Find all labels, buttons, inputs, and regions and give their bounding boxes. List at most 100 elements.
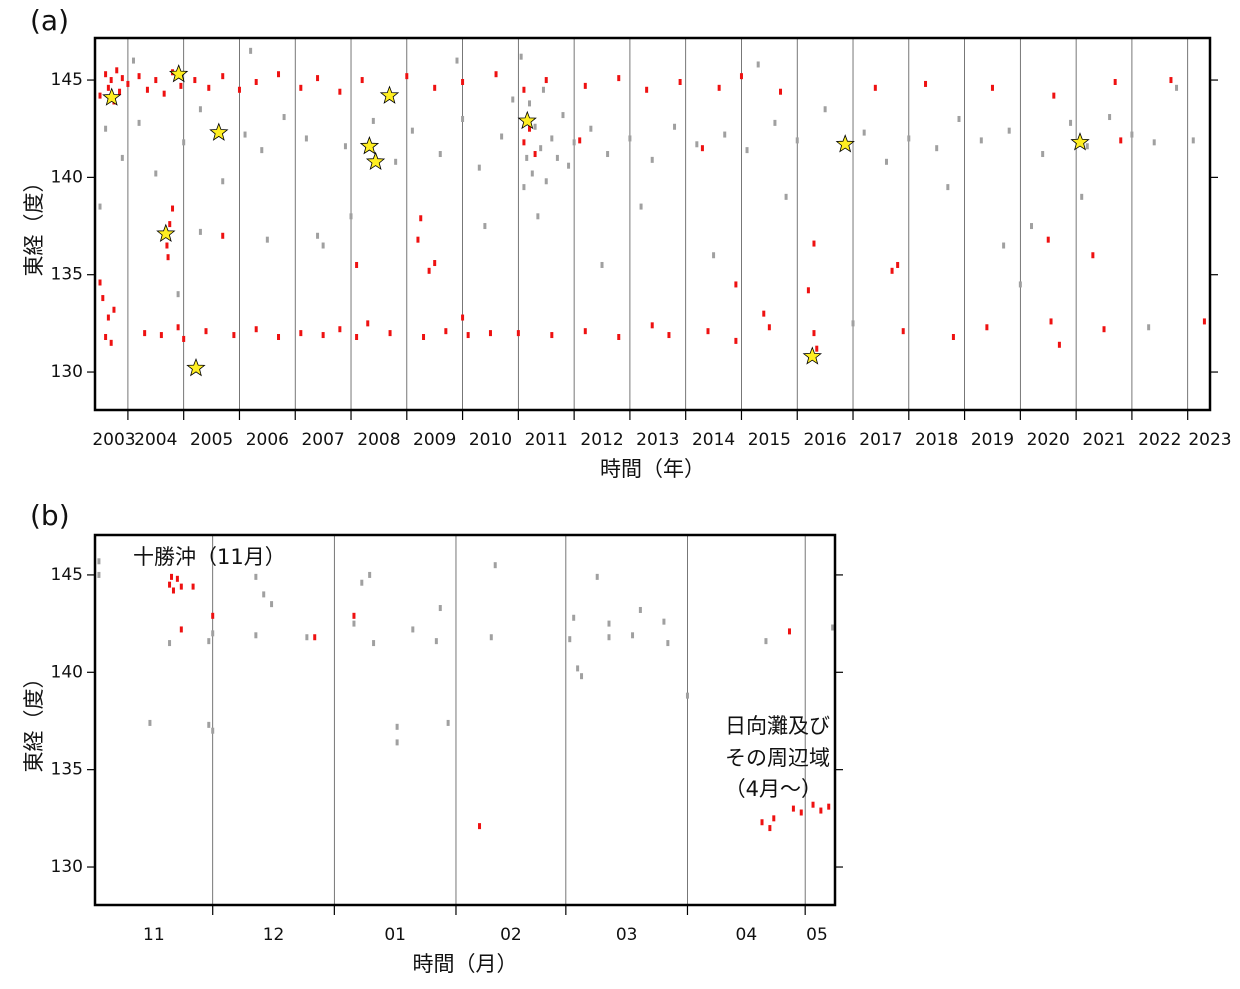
point — [500, 133, 504, 140]
point — [638, 606, 642, 613]
point — [525, 154, 529, 161]
point — [438, 151, 442, 158]
point — [371, 117, 375, 124]
point — [533, 151, 537, 158]
x-tick-label: 2012 — [580, 430, 623, 450]
point — [304, 135, 308, 142]
point — [191, 583, 195, 590]
point — [254, 632, 258, 639]
point — [924, 80, 928, 87]
point — [533, 123, 537, 130]
point — [1049, 318, 1053, 325]
x-tick-label: 05 — [806, 925, 828, 945]
point — [168, 581, 172, 588]
point — [522, 139, 526, 146]
point — [372, 640, 376, 647]
x-tick-label: 2016 — [803, 430, 846, 450]
point — [567, 162, 571, 169]
star-marker — [365, 151, 386, 171]
point — [541, 86, 545, 93]
point — [772, 815, 776, 822]
point — [193, 77, 197, 84]
point — [1191, 137, 1195, 144]
x-tick-label: 03 — [616, 925, 638, 945]
point — [112, 306, 116, 313]
point — [171, 587, 175, 594]
point — [1080, 193, 1084, 200]
y-axis-label: 東経（度） — [22, 668, 46, 773]
point — [767, 324, 771, 331]
point — [352, 620, 356, 627]
point — [1002, 242, 1006, 249]
point — [760, 819, 764, 826]
x-tick-label: 2019 — [971, 430, 1014, 450]
x-tick-label: 2010 — [469, 430, 512, 450]
x-tick-label: 2004 — [134, 430, 177, 450]
point — [806, 287, 810, 294]
point — [700, 145, 704, 152]
point — [394, 158, 398, 165]
point — [168, 221, 172, 228]
plot-frame — [93, 533, 837, 907]
point — [811, 801, 815, 808]
point — [489, 634, 493, 641]
point — [673, 123, 677, 130]
star-marker — [156, 223, 176, 243]
point — [211, 630, 215, 637]
x-tick-label: 2005 — [190, 430, 233, 450]
point — [207, 84, 211, 91]
y-tick-label: 135 — [51, 265, 83, 285]
x-tick-label: 2011 — [525, 430, 568, 450]
x-tick-label: 2015 — [748, 430, 791, 450]
point — [667, 332, 671, 339]
point — [784, 193, 788, 200]
point — [154, 77, 158, 84]
point — [159, 332, 163, 339]
point — [137, 119, 141, 126]
point — [819, 807, 823, 814]
annotation: 十勝沖（11月） — [133, 545, 286, 569]
point — [907, 135, 911, 142]
point — [254, 573, 258, 580]
star-marker — [209, 122, 229, 141]
point — [494, 71, 498, 78]
point — [282, 114, 286, 121]
point — [791, 805, 795, 812]
point — [890, 267, 894, 274]
x-tick-label: 2017 — [859, 430, 902, 450]
point — [321, 242, 325, 249]
x-tick-label: 2022 — [1138, 430, 1181, 450]
point — [204, 328, 208, 335]
point — [528, 100, 532, 107]
point — [578, 137, 582, 144]
point — [488, 330, 492, 337]
x-tick-label: 2020 — [1027, 430, 1070, 450]
y-tick-label: 135 — [51, 760, 83, 780]
point — [360, 77, 364, 84]
point — [678, 78, 682, 85]
point — [685, 692, 689, 699]
y-tick-label: 140 — [51, 167, 83, 187]
point — [176, 291, 180, 298]
point — [165, 242, 169, 249]
point — [254, 326, 258, 333]
point — [979, 137, 983, 144]
point — [338, 326, 342, 333]
point — [104, 125, 108, 132]
x-tick-label: 2006 — [246, 430, 289, 450]
point — [349, 213, 353, 220]
point — [695, 141, 699, 148]
point — [277, 71, 281, 78]
point — [171, 205, 175, 212]
point — [768, 825, 772, 832]
point — [896, 261, 900, 268]
point — [360, 579, 364, 586]
x-axis-label: 時間（月） — [413, 952, 518, 976]
point — [221, 178, 225, 185]
point — [662, 618, 666, 625]
point — [528, 125, 532, 132]
point — [388, 330, 392, 337]
star-marker — [186, 357, 206, 377]
point — [101, 295, 105, 302]
point — [511, 96, 515, 103]
